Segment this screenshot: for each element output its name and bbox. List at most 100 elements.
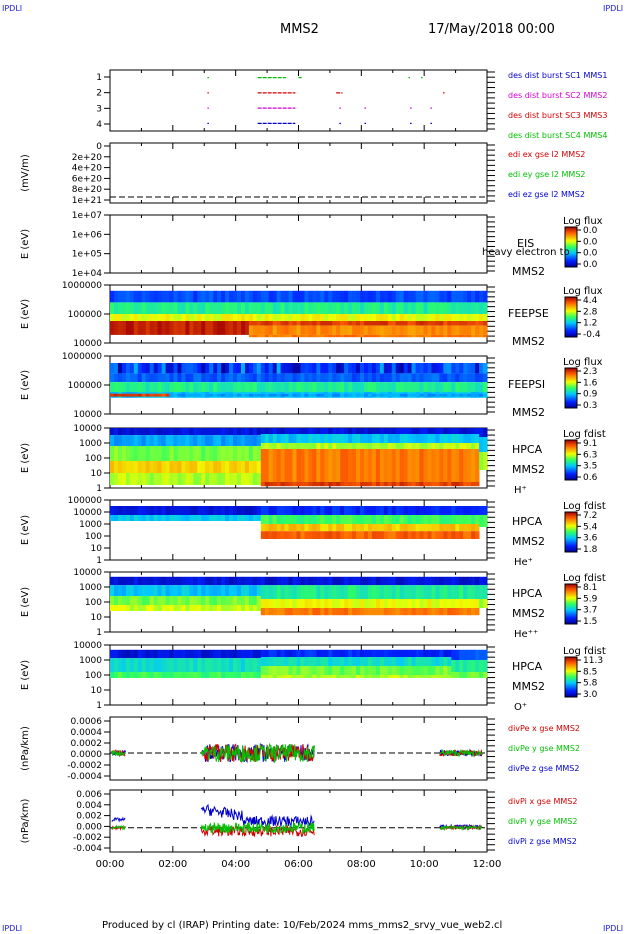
spectrogram-cell (423, 302, 428, 314)
spectrogram-cell (117, 435, 123, 446)
spectrogram-cell (423, 325, 428, 335)
spectrogram-cell (435, 482, 440, 487)
spectrogram-cell (260, 382, 266, 392)
spectrogram-cell (288, 373, 293, 383)
spectrogram-cell (117, 506, 123, 515)
spectrogram-cell (292, 531, 297, 539)
spectrogram-cell (336, 443, 341, 449)
spectrogram-cell (340, 443, 345, 449)
spectrogram-cell (193, 658, 198, 672)
spectrogram-cell (133, 585, 139, 596)
spectrogram-cell (399, 321, 405, 326)
spectrogram-cell (419, 373, 424, 383)
spectrogram-cell (435, 515, 440, 524)
spectrogram-cell (415, 334, 420, 338)
spectrogram-cell (125, 515, 131, 521)
spectrogram-cell (395, 290, 401, 303)
spectrogram-cell (419, 666, 424, 675)
spectrogram-cell (320, 515, 325, 524)
spectrogram-cell (308, 576, 313, 586)
spectrogram-cell (201, 596, 206, 605)
spectrogram-cell (411, 443, 416, 449)
spectrogram-cell (340, 608, 345, 616)
spectrogram-cell (332, 524, 337, 532)
spectrogram-cell (375, 428, 381, 434)
spectrogram-cell (161, 515, 166, 521)
spectrogram-cell (364, 608, 369, 616)
spectrogram-cell (145, 302, 151, 314)
spectrogram-cell (312, 585, 317, 599)
spectrogram-cell (280, 576, 285, 586)
spectrogram-cell (272, 649, 278, 657)
spectrogram-cell (280, 434, 285, 443)
spectrogram-cell (237, 314, 242, 321)
spectrogram-cell (443, 576, 448, 586)
spectrogram-cell (256, 515, 262, 521)
colorbar-tick-label: 2.8 (583, 307, 598, 317)
spectrogram-cell (304, 314, 309, 321)
spectrogram-cell (375, 382, 381, 392)
spectrogram-cell (209, 649, 214, 659)
spectrogram-cell (379, 576, 385, 586)
spectrogram-cell (356, 373, 361, 383)
instrument-label: HPCA (512, 443, 543, 456)
spectrogram-cell (165, 506, 170, 515)
spectrogram-cell (260, 649, 266, 657)
spectrogram-cell (427, 482, 432, 487)
spectrogram-cell (296, 325, 301, 335)
spectrogram-cell (276, 675, 282, 678)
spectrogram-cell (292, 599, 297, 608)
spectrogram-cell (173, 435, 178, 446)
spectrogram-cell (217, 649, 222, 659)
spectrogram-cell (217, 515, 222, 521)
spectrogram-cell (364, 434, 369, 443)
spectrogram-cell (479, 437, 484, 452)
spectrogram-cell (375, 649, 381, 657)
spectrogram-cell (379, 314, 385, 321)
spectrogram-cell (268, 334, 274, 338)
spectrogram-cell (129, 321, 135, 335)
spectrogram-cell (399, 302, 405, 314)
spectrogram-cell (137, 321, 143, 335)
spectrogram-cell (173, 446, 178, 461)
spectrogram-cell (467, 393, 472, 397)
spectrogram-cell (375, 290, 381, 303)
spectrogram-cell (447, 334, 452, 338)
spectrogram-cell (205, 382, 210, 392)
spectrogram-cell (312, 321, 317, 326)
spectrogram-cell (312, 608, 317, 616)
spectrogram-cell (264, 373, 270, 383)
spectrogram-cell (145, 435, 151, 446)
spectrogram-cell (352, 290, 357, 303)
y-axis-label: E (eV) (20, 443, 31, 473)
spectrogram-cell (407, 302, 412, 314)
spectrogram-cell (145, 290, 151, 303)
spectrogram-cell (395, 657, 401, 666)
spectrogram-cell (229, 435, 234, 446)
spectrogram-cell (336, 302, 341, 314)
spectrogram-cell (197, 290, 202, 303)
spectrogram-cell (483, 599, 488, 608)
spectrogram-cell (467, 334, 472, 338)
spectrogram-cell (169, 314, 174, 321)
spectrogram-cell (292, 675, 297, 678)
spectrogram-cell (252, 461, 258, 473)
spectrogram-cell (185, 515, 190, 521)
spectrogram-cell (356, 363, 361, 374)
spectrogram-cell (332, 657, 337, 666)
spectrogram-cell (395, 334, 401, 338)
spectrogram-cell (149, 393, 155, 397)
spectrogram-cell (328, 434, 333, 443)
spectrogram-cell (213, 302, 218, 314)
spectrogram-cell (328, 675, 333, 678)
spectrogram-cell (110, 302, 115, 314)
spectrogram-cell (395, 428, 401, 434)
spectrogram-cell (360, 325, 365, 335)
spectrogram-cell (129, 373, 135, 383)
spectrogram-cell (137, 658, 143, 672)
y-tick-label: 10000 (73, 339, 102, 349)
spectrogram-cell (348, 314, 353, 321)
spectrogram-cell (399, 449, 405, 482)
spectrogram-cell (439, 506, 444, 515)
spectrogram-cell (181, 321, 186, 335)
